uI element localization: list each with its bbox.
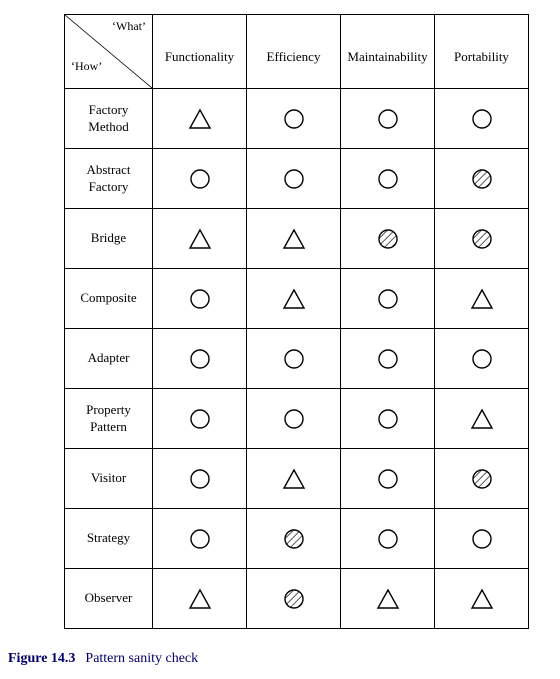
circle-icon — [153, 269, 247, 329]
row-header: Observer — [65, 569, 153, 629]
triangle-icon — [247, 269, 341, 329]
triangle-icon — [435, 569, 529, 629]
triangle-icon — [153, 569, 247, 629]
hatched-icon — [247, 569, 341, 629]
column-header: Portability — [435, 15, 529, 89]
row-header: Visitor — [65, 449, 153, 509]
hatched-icon — [435, 449, 529, 509]
row-header: Bridge — [65, 209, 153, 269]
pattern-sanity-table: ‘What’ ‘How’ Functionality Efficiency Ma… — [64, 14, 529, 629]
figure-number: Figure 14.3 — [8, 651, 75, 666]
column-header: Efficiency — [247, 15, 341, 89]
corner-how-label: ‘How’ — [71, 59, 102, 74]
circle-icon — [341, 509, 435, 569]
row-header: Adapter — [65, 329, 153, 389]
circle-icon — [435, 89, 529, 149]
triangle-icon — [247, 449, 341, 509]
row-header: Composite — [65, 269, 153, 329]
circle-icon — [435, 329, 529, 389]
corner-cell: ‘What’ ‘How’ — [65, 15, 153, 89]
row-header: Strategy — [65, 509, 153, 569]
corner-what-label: ‘What’ — [112, 19, 146, 34]
hatched-icon — [435, 149, 529, 209]
circle-icon — [247, 149, 341, 209]
circle-icon — [247, 329, 341, 389]
circle-icon — [153, 389, 247, 449]
row-header: AbstractFactory — [65, 149, 153, 209]
hatched-icon — [341, 209, 435, 269]
row-header: FactoryMethod — [65, 89, 153, 149]
figure-title: Pattern sanity check — [85, 651, 198, 666]
triangle-icon — [153, 89, 247, 149]
circle-icon — [435, 509, 529, 569]
circle-icon — [153, 449, 247, 509]
column-header: Maintainability — [341, 15, 435, 89]
hatched-icon — [247, 509, 341, 569]
triangle-icon — [435, 269, 529, 329]
circle-icon — [247, 389, 341, 449]
circle-icon — [153, 329, 247, 389]
triangle-icon — [153, 209, 247, 269]
row-header: PropertyPattern — [65, 389, 153, 449]
triangle-icon — [341, 569, 435, 629]
triangle-icon — [435, 389, 529, 449]
circle-icon — [341, 89, 435, 149]
circle-icon — [341, 449, 435, 509]
circle-icon — [341, 389, 435, 449]
circle-icon — [341, 329, 435, 389]
hatched-icon — [435, 209, 529, 269]
circle-icon — [153, 509, 247, 569]
figure-caption: Figure 14.3 Pattern sanity check — [8, 651, 198, 667]
triangle-icon — [247, 209, 341, 269]
circle-icon — [247, 89, 341, 149]
circle-icon — [341, 149, 435, 209]
column-header: Functionality — [153, 15, 247, 89]
circle-icon — [153, 149, 247, 209]
circle-icon — [341, 269, 435, 329]
